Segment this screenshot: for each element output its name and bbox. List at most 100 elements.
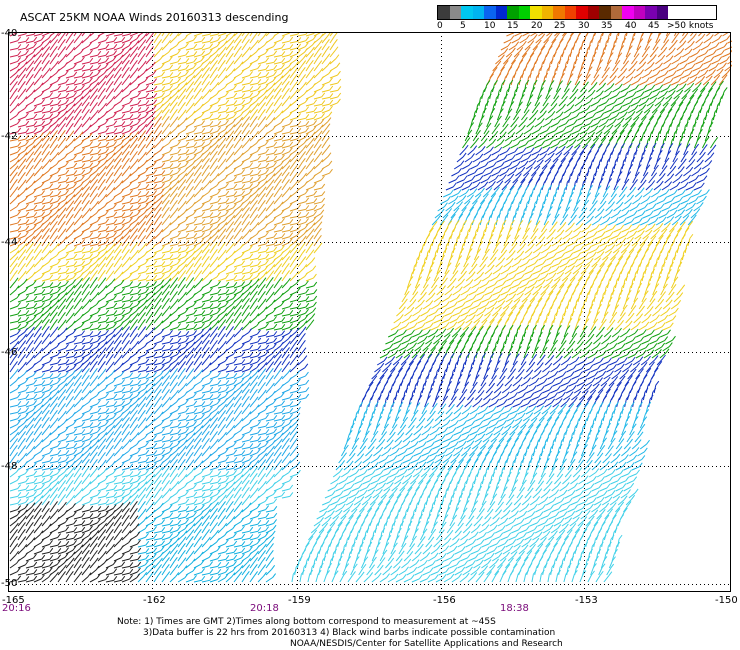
wind-barb	[493, 383, 504, 394]
wind-barb	[571, 348, 582, 359]
wind-barb	[297, 53, 307, 65]
wind-barb	[225, 84, 237, 93]
wind-barb	[169, 89, 180, 100]
wind-barb	[113, 151, 123, 163]
wind-barb	[41, 67, 51, 79]
wind-barb	[105, 146, 117, 156]
wind-barb	[627, 328, 639, 338]
wind-barb	[217, 59, 226, 72]
wind-barb	[472, 153, 484, 163]
wind-barb	[225, 267, 238, 275]
wind-barb	[622, 76, 634, 86]
wind-barb	[129, 60, 138, 72]
wind-barb	[281, 127, 294, 135]
wind-barb	[41, 448, 53, 457]
wind-barb	[509, 198, 515, 212]
wind-barb	[404, 306, 415, 317]
wind-barb	[518, 117, 528, 128]
wind-barb	[233, 434, 245, 443]
wind-barb	[289, 113, 301, 121]
wind-barb	[193, 294, 205, 303]
wind-barb	[289, 73, 298, 86]
wind-barb	[537, 110, 547, 121]
wind-barb	[41, 83, 53, 93]
wind-barb	[406, 276, 414, 289]
wind-barb	[49, 112, 61, 121]
legend-swatch	[541, 6, 553, 19]
wind-barb	[329, 54, 340, 65]
wind-map-canvas	[8, 32, 732, 592]
wind-barb	[209, 132, 221, 142]
wind-barb	[89, 126, 101, 135]
wind-barb	[490, 205, 497, 219]
wind-barb	[627, 123, 636, 135]
wind-barb	[233, 129, 242, 142]
wind-barb	[185, 81, 195, 93]
wind-barb	[693, 159, 704, 170]
wind-barb	[249, 39, 259, 51]
map-title: ASCAT 25KM NOAA Winds 20160313 descendin…	[20, 11, 289, 24]
wind-barb	[464, 374, 471, 387]
wind-barb	[97, 301, 109, 310]
wind-barb	[121, 41, 133, 51]
wind-barb	[49, 100, 62, 107]
legend-swatch	[530, 6, 542, 19]
wind-barb	[161, 115, 170, 128]
wind-barb	[572, 38, 579, 51]
wind-barb	[153, 85, 166, 93]
wind-barb	[9, 293, 21, 303]
wind-barb	[129, 456, 142, 464]
wind-barb	[161, 131, 172, 142]
wind-barb	[33, 281, 46, 289]
wind-barb	[177, 208, 188, 219]
wind-barb	[273, 57, 286, 65]
wind-barb	[670, 300, 682, 310]
wind-barb	[297, 98, 309, 107]
wind-barb	[547, 371, 559, 380]
wind-barb	[615, 32, 621, 44]
wind-barb	[321, 85, 334, 93]
wind-barb	[185, 558, 196, 569]
wind-barb	[185, 75, 196, 86]
wind-barb	[41, 113, 54, 121]
wind-barb	[648, 196, 659, 205]
wind-barb	[105, 203, 117, 212]
wind-barb	[460, 219, 467, 233]
wind-barb	[17, 386, 30, 394]
wind-barb	[448, 352, 455, 366]
wind-barb	[57, 418, 68, 429]
wind-barb	[398, 322, 410, 331]
wind-barb	[17, 67, 27, 79]
wind-barb	[129, 75, 140, 86]
wind-barb	[329, 46, 339, 58]
wind-barb	[33, 47, 44, 58]
wind-barb	[249, 79, 262, 86]
wind-barb	[305, 281, 318, 289]
wind-barb	[257, 148, 270, 156]
wind-barb	[561, 111, 572, 121]
wind-barb	[201, 134, 213, 142]
wind-barb	[500, 60, 509, 72]
wind-barb	[586, 408, 593, 422]
wind-barb	[289, 400, 302, 408]
wind-barb	[177, 133, 189, 142]
wind-barb	[289, 386, 302, 394]
wind-barb	[105, 112, 117, 121]
wind-barb	[145, 343, 157, 352]
wind-barb	[225, 159, 236, 170]
wind-barb	[526, 298, 536, 310]
wind-barb	[405, 402, 412, 415]
wind-barb	[563, 325, 571, 338]
wind-barb	[257, 330, 270, 338]
wind-barb	[633, 290, 641, 303]
wind-barb	[541, 178, 548, 191]
wind-barb	[625, 68, 636, 79]
wind-barb	[281, 44, 294, 51]
wind-barb	[73, 72, 86, 79]
wind-barb	[129, 365, 142, 373]
wind-barb	[329, 78, 342, 86]
wind-barb	[209, 138, 220, 149]
wind-barb	[265, 117, 276, 128]
wind-barb	[121, 151, 130, 163]
wind-barb	[412, 307, 423, 317]
